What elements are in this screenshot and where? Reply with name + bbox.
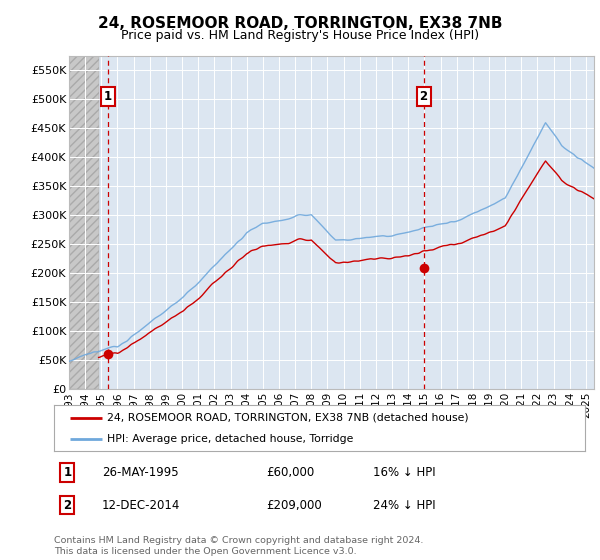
Text: 24% ↓ HPI: 24% ↓ HPI (373, 498, 435, 511)
Text: 16% ↓ HPI: 16% ↓ HPI (373, 465, 435, 479)
Text: 26-MAY-1995: 26-MAY-1995 (102, 465, 178, 479)
Text: Contains HM Land Registry data © Crown copyright and database right 2024.
This d: Contains HM Land Registry data © Crown c… (54, 536, 424, 556)
Bar (69, 56, 98, 389)
Text: 24, ROSEMOOR ROAD, TORRINGTON, EX38 7NB: 24, ROSEMOOR ROAD, TORRINGTON, EX38 7NB (98, 16, 502, 31)
Text: 2: 2 (63, 498, 71, 511)
Text: £209,000: £209,000 (266, 498, 322, 511)
Text: 12-DEC-2014: 12-DEC-2014 (102, 498, 180, 511)
Text: £60,000: £60,000 (266, 465, 314, 479)
Text: 24, ROSEMOOR ROAD, TORRINGTON, EX38 7NB (detached house): 24, ROSEMOOR ROAD, TORRINGTON, EX38 7NB … (107, 413, 469, 423)
Text: Price paid vs. HM Land Registry's House Price Index (HPI): Price paid vs. HM Land Registry's House … (121, 29, 479, 42)
Text: 2: 2 (419, 90, 428, 103)
Text: 1: 1 (63, 465, 71, 479)
Text: 1: 1 (104, 90, 112, 103)
Text: HPI: Average price, detached house, Torridge: HPI: Average price, detached house, Torr… (107, 435, 353, 444)
